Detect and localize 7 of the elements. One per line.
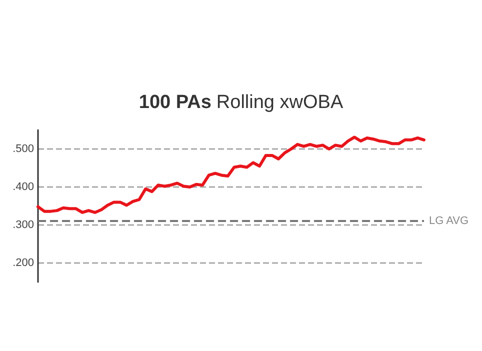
chart-title: 100 PAs Rolling xwOBA [138,92,344,113]
y-tick-label: .300 [12,219,34,231]
y-tick-label: .200 [12,257,34,269]
ref-line-label: LG AVG [429,215,469,228]
line-series [36,136,426,214]
y-tick-label: .500 [12,143,34,155]
y-tick-label: .400 [12,181,34,193]
